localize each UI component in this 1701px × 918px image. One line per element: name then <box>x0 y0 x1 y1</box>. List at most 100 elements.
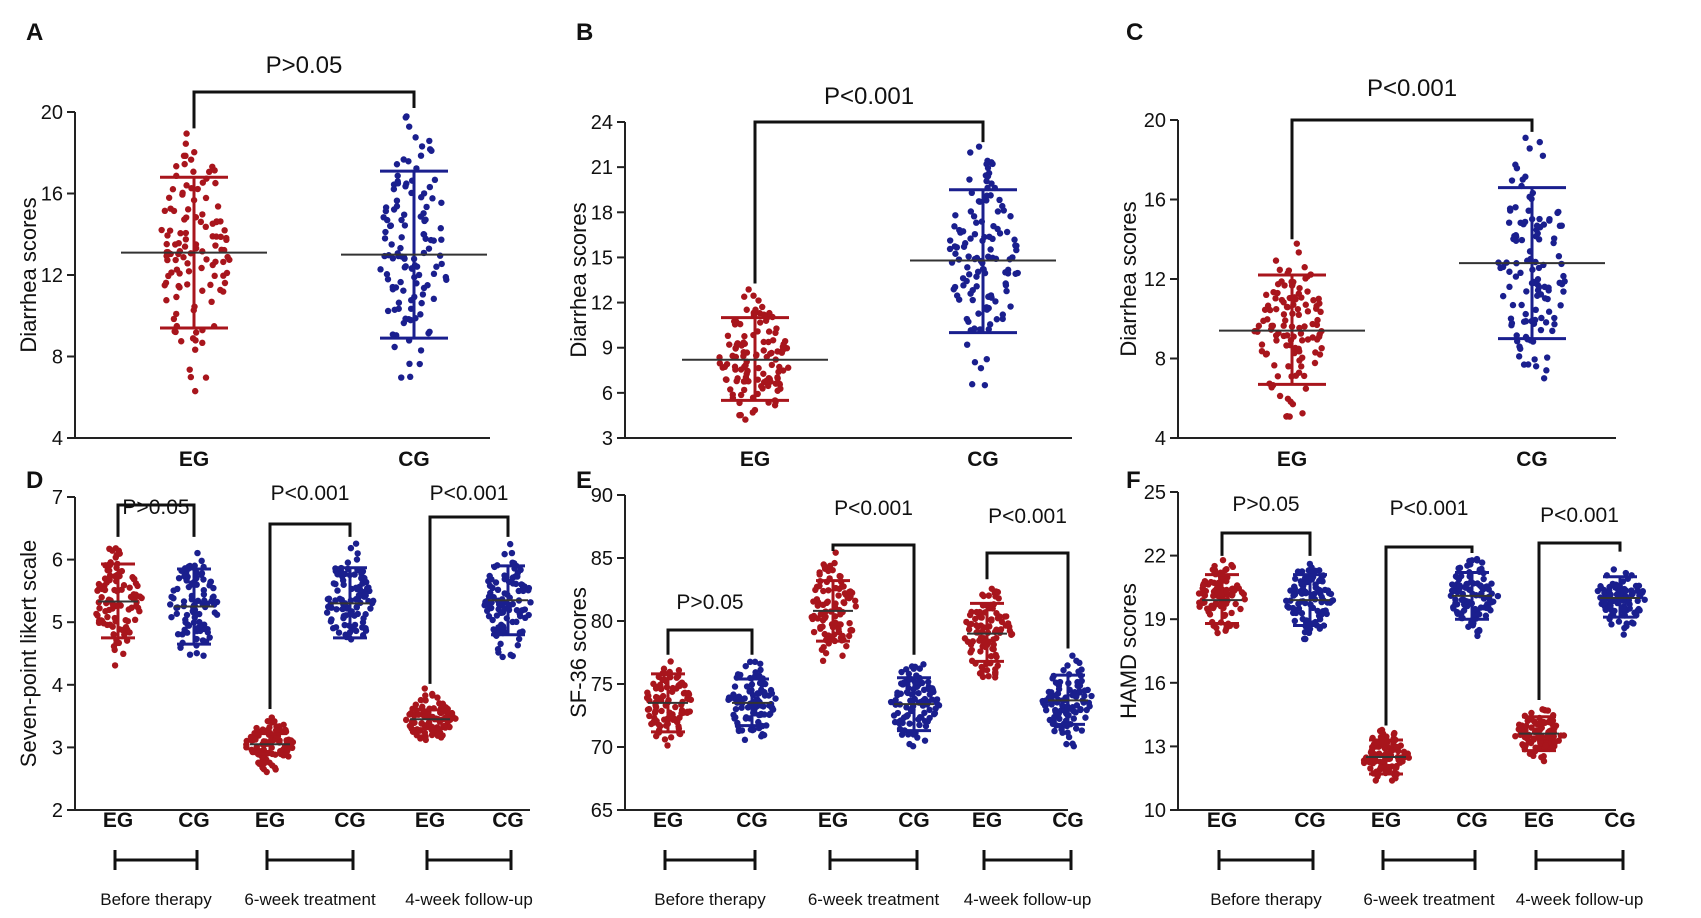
data-point <box>1560 272 1567 280</box>
panel-label: B <box>576 19 593 46</box>
data-point <box>209 233 216 240</box>
data-point <box>721 363 729 371</box>
x-tick-label: EG <box>1524 809 1554 832</box>
data-point <box>1289 604 1297 612</box>
data-point <box>996 196 1003 204</box>
data-point <box>1477 604 1485 611</box>
data-point <box>509 580 517 587</box>
data-point <box>519 607 526 614</box>
data-point <box>957 229 964 236</box>
data-point <box>819 657 827 665</box>
data-point <box>243 737 250 745</box>
data-point <box>492 579 500 586</box>
data-point <box>685 695 692 703</box>
data-point <box>996 230 1004 237</box>
data-point <box>743 683 751 690</box>
data-point <box>194 185 201 193</box>
data-point <box>1515 353 1523 360</box>
y-tick-label: 65 <box>591 800 613 822</box>
data-point <box>1292 372 1300 379</box>
data-point <box>401 222 409 229</box>
data-point <box>983 306 991 313</box>
group-bracket <box>1217 850 1315 870</box>
data-point <box>992 298 999 305</box>
data-point <box>95 580 103 588</box>
data-point <box>971 230 979 238</box>
data-point <box>1391 764 1399 771</box>
data-point <box>971 359 979 366</box>
data-point <box>1549 717 1557 724</box>
data-point <box>421 729 429 736</box>
data-point <box>988 616 995 623</box>
data-point <box>182 152 189 160</box>
data-point <box>837 573 844 580</box>
data-point <box>171 328 178 335</box>
data-point <box>994 588 1002 596</box>
group-bracket <box>828 850 919 870</box>
data-point <box>1512 204 1519 211</box>
significance-bracket <box>1220 531 1312 556</box>
data-point <box>1518 236 1526 244</box>
data-point <box>1450 603 1457 611</box>
data-point <box>509 600 516 608</box>
data-point <box>928 696 936 703</box>
data-point <box>767 350 774 357</box>
data-point <box>180 598 188 605</box>
data-point <box>393 203 401 210</box>
data-point <box>417 347 425 354</box>
data-point <box>513 606 521 614</box>
data-point <box>825 587 832 594</box>
data-point <box>164 232 171 239</box>
data-point <box>730 318 738 325</box>
data-point <box>406 722 414 730</box>
x-tick-label: CG <box>334 809 366 832</box>
data-point <box>1526 750 1534 757</box>
y-axis-label: Diarrhea scores <box>16 197 41 352</box>
data-point <box>822 613 829 620</box>
data-point <box>208 298 215 306</box>
data-point <box>426 183 434 191</box>
y-tick-label: 8 <box>52 347 63 369</box>
y-tick-label: 3 <box>602 428 613 450</box>
data-point <box>1641 596 1648 603</box>
data-point <box>220 258 227 266</box>
data-point <box>1560 288 1567 295</box>
data-point <box>767 686 775 694</box>
data-point <box>212 179 219 187</box>
data-point <box>1041 702 1049 709</box>
data-point <box>1223 578 1230 585</box>
data-point <box>774 387 781 394</box>
data-point <box>525 587 532 594</box>
panel-label: D <box>26 467 43 494</box>
data-point <box>776 363 783 371</box>
data-point <box>418 720 426 727</box>
data-point <box>757 666 764 674</box>
series-cg-1 <box>1459 134 1605 382</box>
data-point <box>352 584 360 592</box>
data-point <box>173 310 180 318</box>
data-point <box>1282 317 1289 324</box>
data-point <box>1536 138 1543 146</box>
data-point <box>260 760 268 767</box>
data-point <box>1296 324 1303 332</box>
data-point <box>323 609 331 616</box>
data-point <box>501 590 508 597</box>
data-point <box>733 341 741 349</box>
data-point <box>347 544 355 552</box>
data-point <box>826 562 834 569</box>
data-point <box>187 156 195 163</box>
data-point <box>421 685 428 692</box>
y-tick-label: 90 <box>591 485 613 507</box>
data-point <box>1296 284 1303 292</box>
data-point <box>742 416 749 423</box>
data-point <box>177 644 184 651</box>
p-value-label: P>0.05 <box>122 496 189 519</box>
data-point <box>1209 566 1217 573</box>
data-point <box>394 180 402 187</box>
data-point <box>178 338 185 345</box>
data-point <box>738 697 745 704</box>
significance-bracket <box>753 120 985 284</box>
data-point <box>198 264 205 272</box>
data-point <box>1470 620 1477 627</box>
data-point <box>651 714 658 722</box>
